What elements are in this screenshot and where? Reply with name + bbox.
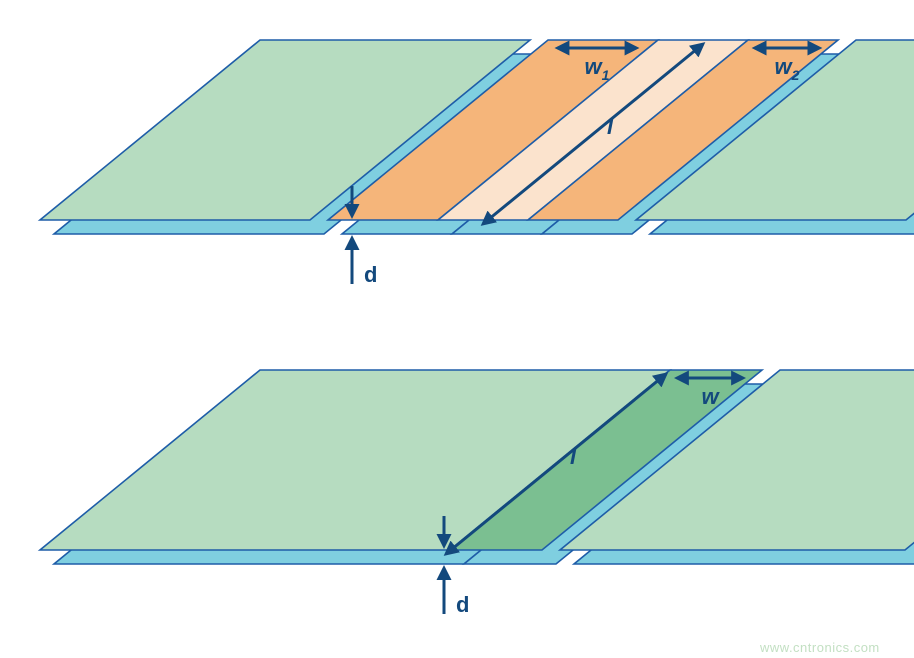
width-label-w: w	[701, 384, 720, 409]
length-label: l	[570, 444, 577, 469]
d-label: d	[456, 592, 469, 617]
length-label: l	[607, 114, 614, 139]
watermark-text: www.cntronics.com	[760, 640, 880, 655]
d-label: d	[364, 262, 377, 287]
diagram-canvas: w1w2ldwld	[0, 0, 914, 658]
